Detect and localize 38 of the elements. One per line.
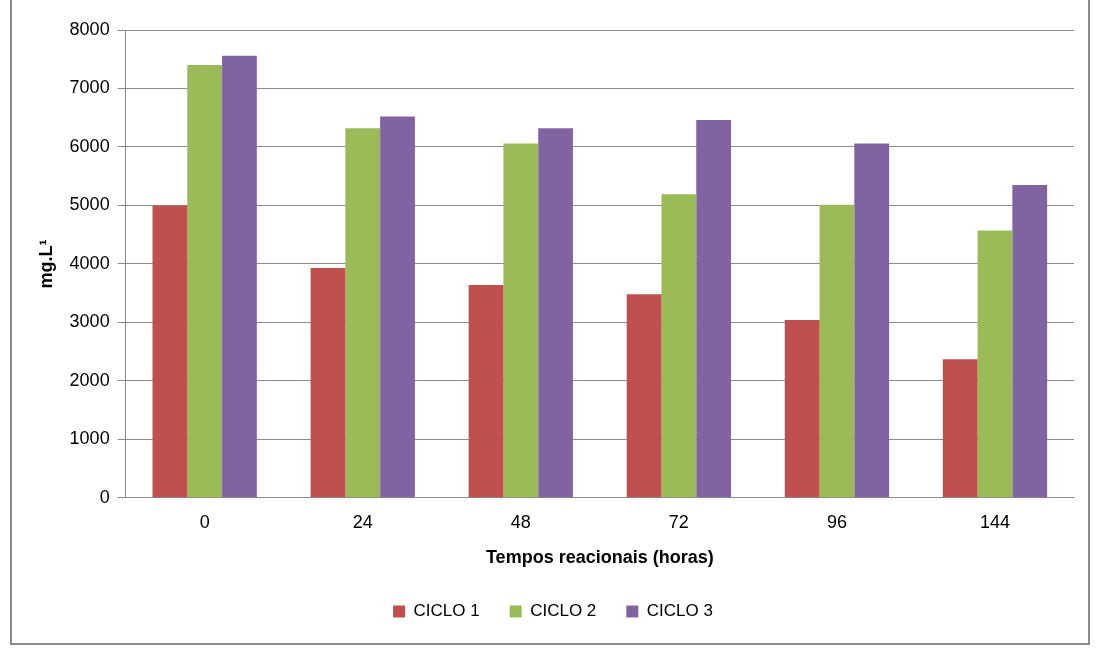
bar <box>784 320 820 498</box>
x-tick-label: 144 <box>979 511 1010 532</box>
y-tick-label: 8000 <box>69 18 110 39</box>
y-tick-label: 1000 <box>69 428 110 449</box>
y-tick-label: 2000 <box>69 369 110 390</box>
x-tick-label: 24 <box>352 511 373 532</box>
bar <box>152 205 188 498</box>
bar <box>661 194 697 498</box>
bar <box>1012 184 1048 498</box>
bar <box>468 284 504 498</box>
y-tick-label: 4000 <box>69 252 110 273</box>
bar <box>696 120 732 498</box>
bar <box>222 55 257 498</box>
x-tick-label: 96 <box>826 511 847 532</box>
x-tick-label: 48 <box>510 511 531 532</box>
y-tick-label: 5000 <box>69 194 110 215</box>
bar <box>380 116 415 498</box>
bar <box>310 267 346 498</box>
x-axis-title: Tempos reacionais (horas) <box>485 547 714 568</box>
x-tick-label: 72 <box>668 511 689 532</box>
y-axis-title: mg.L¹ <box>35 239 56 289</box>
bar <box>345 128 381 498</box>
y-tick-label: 7000 <box>69 77 110 98</box>
bar <box>187 65 223 498</box>
x-tick-label: 0 <box>199 511 210 532</box>
legend-label: CICLO 1 <box>413 601 480 621</box>
bar <box>854 143 890 498</box>
y-tick-label: 3000 <box>69 311 110 332</box>
bar <box>942 359 978 498</box>
y-tick-label: 0 <box>99 486 110 507</box>
legend-label: CICLO 2 <box>530 601 597 621</box>
bar <box>538 128 573 498</box>
bar <box>503 143 539 498</box>
bar <box>977 230 1013 498</box>
bar <box>819 204 855 498</box>
legend-label: CICLO 3 <box>646 601 713 621</box>
y-tick-label: 6000 <box>69 135 110 156</box>
bar <box>626 294 662 498</box>
